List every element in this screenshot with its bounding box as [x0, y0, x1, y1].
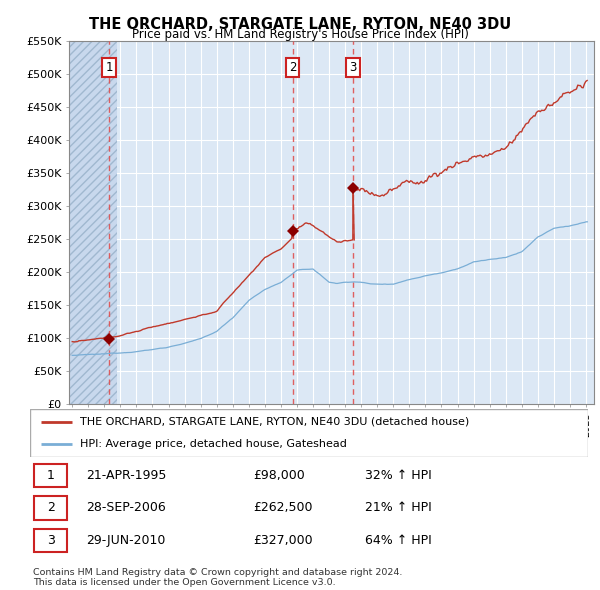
Text: 21% ↑ HPI: 21% ↑ HPI — [365, 502, 431, 514]
Text: 29-JUN-2010: 29-JUN-2010 — [86, 534, 165, 547]
Text: 28-SEP-2006: 28-SEP-2006 — [86, 502, 166, 514]
Text: 32% ↑ HPI: 32% ↑ HPI — [365, 469, 431, 482]
Text: 2: 2 — [289, 61, 296, 74]
Text: 2: 2 — [47, 502, 55, 514]
Text: 1: 1 — [106, 61, 113, 74]
Text: 3: 3 — [47, 534, 55, 547]
Text: 3: 3 — [349, 61, 357, 74]
FancyBboxPatch shape — [34, 464, 67, 487]
Text: £262,500: £262,500 — [253, 502, 313, 514]
Text: 64% ↑ HPI: 64% ↑ HPI — [365, 534, 431, 547]
FancyBboxPatch shape — [34, 529, 67, 552]
Text: £327,000: £327,000 — [253, 534, 313, 547]
Text: 1: 1 — [47, 469, 55, 482]
Text: THE ORCHARD, STARGATE LANE, RYTON, NE40 3DU (detached house): THE ORCHARD, STARGATE LANE, RYTON, NE40 … — [80, 417, 469, 427]
Text: Price paid vs. HM Land Registry's House Price Index (HPI): Price paid vs. HM Land Registry's House … — [131, 28, 469, 41]
Text: 21-APR-1995: 21-APR-1995 — [86, 469, 166, 482]
Text: HPI: Average price, detached house, Gateshead: HPI: Average price, detached house, Gate… — [80, 439, 347, 449]
FancyBboxPatch shape — [34, 496, 67, 520]
Text: £98,000: £98,000 — [253, 469, 305, 482]
Text: THE ORCHARD, STARGATE LANE, RYTON, NE40 3DU: THE ORCHARD, STARGATE LANE, RYTON, NE40 … — [89, 17, 511, 31]
Text: Contains HM Land Registry data © Crown copyright and database right 2024.
This d: Contains HM Land Registry data © Crown c… — [33, 568, 403, 587]
